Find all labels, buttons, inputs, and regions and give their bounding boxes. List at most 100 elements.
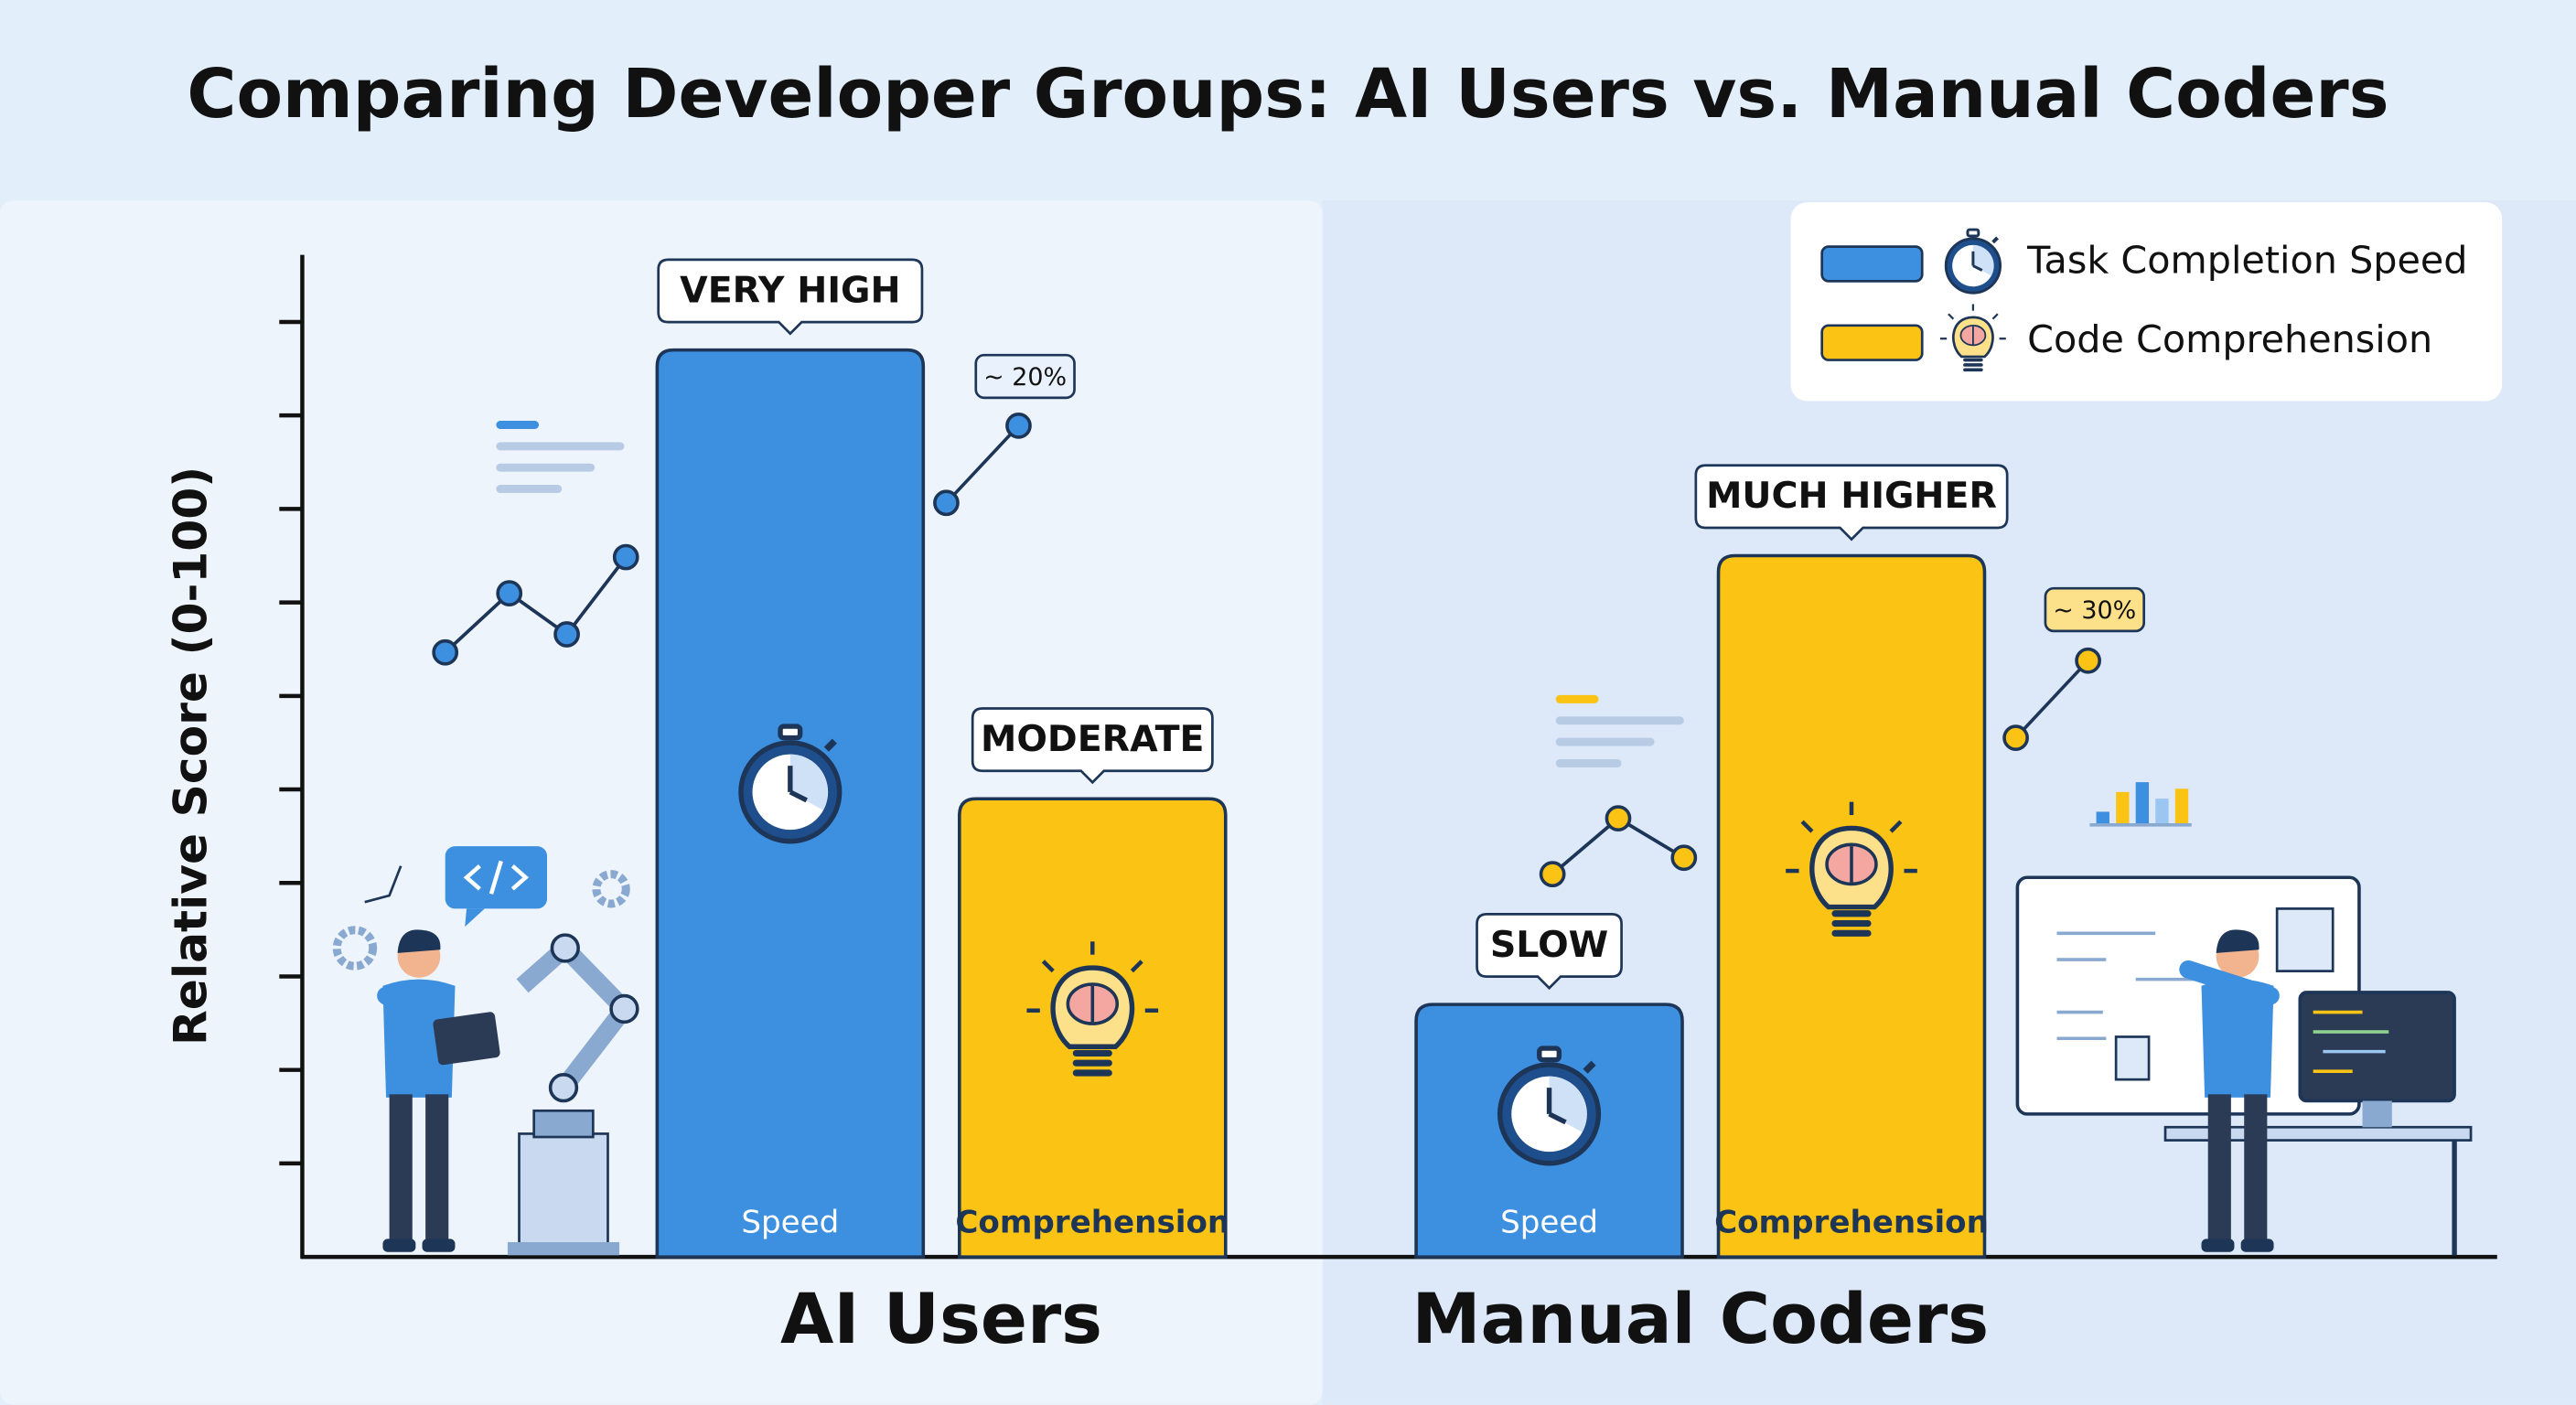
robot-arm — [516, 938, 634, 1094]
person-shoe — [422, 1239, 456, 1252]
tablet — [433, 1012, 500, 1066]
legend-swatch — [1820, 324, 1924, 361]
text-lines-deco — [1555, 758, 1622, 767]
trend-label-box — [974, 353, 1076, 400]
legend-label: Task Completion Speed — [2026, 239, 2467, 283]
mini-trend — [364, 865, 402, 904]
stopwatch-hand — [1548, 1111, 1567, 1125]
trend-label-box — [2044, 586, 2146, 633]
trend-point — [1539, 861, 1566, 888]
stopwatch-hand — [789, 789, 809, 803]
callout-text: VERY HIGH — [680, 269, 900, 311]
text-lines-deco — [496, 421, 540, 429]
trend-point — [1670, 844, 1698, 872]
sticky-note — [2114, 1035, 2151, 1081]
text-lines-deco — [1555, 716, 1684, 725]
stopwatch-hand — [1972, 264, 1983, 272]
trend-label: ~ 20% — [983, 363, 1067, 391]
mini-bar-deco — [2174, 788, 2189, 825]
bulb-icon — [1939, 304, 2006, 372]
bar-label: Comprehension — [955, 1205, 1229, 1241]
person-torso — [2201, 979, 2274, 1098]
callout-box — [657, 258, 924, 336]
trend-point — [2075, 647, 2101, 674]
mini-bar-deco — [2116, 791, 2130, 825]
legend-swatch — [1820, 245, 1924, 283]
trend-label: ~ 30% — [2053, 596, 2136, 625]
bar-label: Speed — [741, 1205, 839, 1241]
bulb-ray — [1041, 960, 1055, 973]
bulb-ray — [1948, 313, 1955, 320]
person-hair — [397, 929, 441, 953]
stopwatch-icon — [1944, 228, 2002, 295]
trend-point — [2002, 724, 2029, 751]
person-leg — [2207, 1094, 2231, 1246]
code-symbol — [463, 860, 530, 895]
sticky-note — [2275, 907, 2334, 972]
bulb-ray — [1889, 820, 1903, 833]
bulb-base — [1831, 929, 1872, 937]
x-tick-label: Manual Coders — [1411, 1279, 1989, 1359]
text-lines-deco — [1555, 694, 1599, 703]
bulb-base — [1831, 910, 1872, 917]
robot-base — [518, 1132, 609, 1247]
stopwatch-knob — [1991, 236, 1999, 244]
bulb-base — [1072, 1049, 1112, 1057]
person-leg — [389, 1094, 413, 1246]
bulb-ray — [1130, 960, 1143, 973]
legend-label: Code Comprehension — [2027, 317, 2432, 361]
bulb-ray — [1800, 820, 1814, 833]
text-lines-deco — [496, 463, 596, 472]
trend-point — [432, 638, 459, 666]
person-arm — [2179, 960, 2280, 1005]
legend: Task Completion Speed Code Comprehension — [1790, 202, 2503, 402]
robot-joint — [550, 933, 580, 963]
gear-icon — [592, 870, 630, 908]
person-shoe — [382, 1239, 416, 1252]
bulb-base — [1963, 368, 1983, 372]
callout-box — [971, 707, 1214, 785]
bar-label: Speed — [1500, 1205, 1598, 1241]
bulb-base — [1963, 363, 1983, 367]
callout-text: MUCH HIGHER — [1706, 475, 1997, 517]
text-lines-deco — [1555, 737, 1655, 746]
robot-base-foot — [507, 1241, 620, 1256]
gear-icon — [332, 926, 378, 971]
chart-title: Comparing Developer Groups: AI Users vs.… — [187, 56, 2388, 134]
trend-decoration — [1539, 647, 2101, 888]
person-shoe — [2240, 1239, 2274, 1252]
trend-point — [496, 580, 523, 606]
text-lines-deco — [496, 442, 625, 451]
callout-box — [1694, 464, 2009, 542]
person-illustration — [2179, 929, 2280, 1252]
stopwatch-button — [1537, 1046, 1562, 1063]
bulb-base — [1831, 919, 1872, 928]
stopwatch-button — [778, 724, 803, 741]
callout-text: SLOW — [1490, 924, 1608, 966]
trend-point — [1005, 413, 1032, 439]
trend-line — [945, 424, 1020, 505]
bulb-base — [1963, 358, 1983, 362]
bar-label: Comprehension — [1714, 1205, 1989, 1241]
mini-bar-deco — [2135, 782, 2150, 825]
mini-bar-deco — [2096, 811, 2109, 825]
trend-line — [444, 555, 628, 654]
trend-point — [1605, 805, 1632, 831]
trend-point — [612, 543, 639, 571]
person-leg — [2244, 1094, 2268, 1246]
trend-line — [2014, 659, 2089, 739]
stopwatch-icon — [1497, 1046, 1602, 1166]
stopwatch-knob — [1583, 1060, 1596, 1074]
text-lines-deco — [496, 485, 563, 494]
stopwatch-knob — [823, 738, 837, 752]
bulb-base — [1072, 1059, 1112, 1067]
legend-box — [1790, 202, 2503, 402]
stopwatch-button — [1966, 228, 1980, 238]
y-axis-label: Relative Score (0-100) — [163, 467, 217, 1046]
trend-decoration — [432, 413, 1032, 666]
robot-joint — [548, 1072, 579, 1103]
trend-point — [553, 621, 580, 648]
x-tick-label: AI Users — [780, 1279, 1102, 1359]
stopwatch-icon — [738, 724, 843, 844]
